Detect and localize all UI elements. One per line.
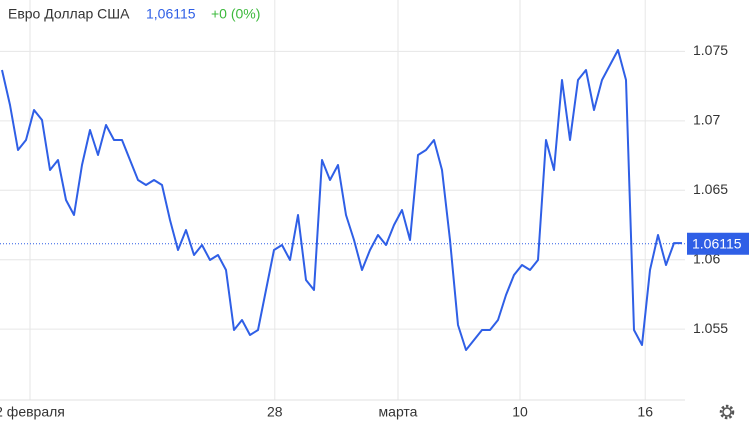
x-tick-label: 10 bbox=[512, 404, 528, 420]
x-tick-label: 28 bbox=[267, 404, 283, 420]
x-tick-label: 16 bbox=[637, 404, 653, 420]
y-tick-label: 1.07 bbox=[693, 112, 720, 128]
x-tick-label: марта bbox=[379, 404, 418, 420]
x-tick-label: 2 февраля bbox=[0, 404, 65, 420]
y-tick-label: 1.065 bbox=[693, 181, 728, 197]
change: +0 (0%) bbox=[211, 6, 260, 22]
price-line bbox=[1, 49, 682, 351]
gear-teeth bbox=[719, 404, 735, 420]
gear-body bbox=[722, 407, 732, 417]
price: 1,06115 bbox=[146, 6, 196, 22]
y-tick-label: 1.075 bbox=[693, 42, 728, 58]
y-tick-label: 1.055 bbox=[693, 320, 728, 336]
last-price-label: 1.06115 bbox=[692, 235, 742, 251]
last-price-box bbox=[687, 232, 749, 255]
chart-title: Евро Доллар США bbox=[8, 6, 130, 22]
settings-icon[interactable] bbox=[719, 404, 735, 420]
